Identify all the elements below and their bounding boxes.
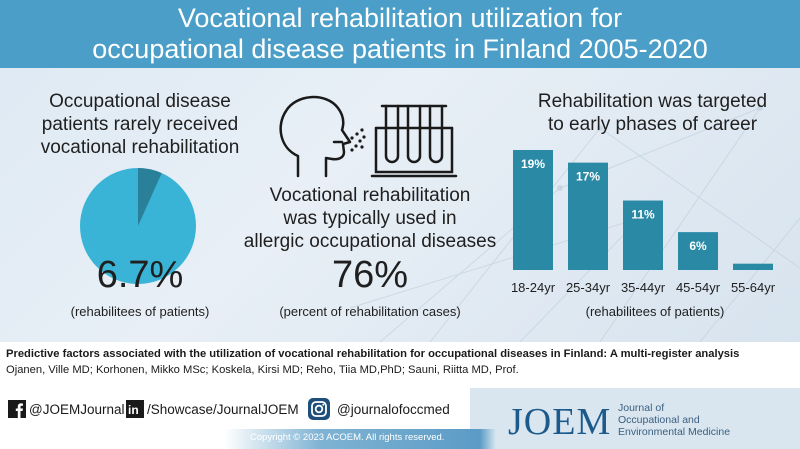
- bar-value-label: 11%: [631, 208, 655, 222]
- x-tick-label: 35-44yr: [621, 280, 666, 295]
- bar-value-label: 17%: [576, 170, 600, 184]
- bar-35-44yr: [623, 200, 663, 270]
- face-breathing-icon: [279, 95, 352, 178]
- instagram-link[interactable]: @journalofoccmed: [308, 398, 450, 420]
- middle-title-line-1: Vocational rehabilitation: [269, 185, 471, 206]
- bar-18-24yr: [513, 150, 553, 270]
- bar-45-54yr: [678, 232, 718, 270]
- citation-block: Predictive factors associated with the u…: [6, 346, 796, 378]
- joem-logo-subtitle: Journal of Occupational and Environmenta…: [618, 402, 730, 438]
- copyright-text: Copyright © 2023 ACOEM. All rights reser…: [250, 432, 445, 443]
- page-title-line1: Vocational rehabilitation utilization fo…: [177, 3, 623, 33]
- left-title-line-2: patients rarely received: [41, 114, 239, 135]
- svg-text:in: in: [128, 403, 139, 417]
- linkedin-icon: in: [126, 400, 144, 418]
- left-stat-value: 6.7%: [96, 254, 184, 296]
- header-banner: Vocational rehabilitation utilization fo…: [0, 0, 800, 68]
- right-title-line-2: to early phases of career: [547, 114, 758, 135]
- pie-chart: [80, 168, 196, 284]
- bar-25-34yr: [568, 162, 608, 270]
- pie-rehabilitated-slice: [138, 168, 162, 226]
- right-title-line-1: Rehabilitation was targeted: [537, 91, 768, 112]
- x-tick-label: 55-64yr: [731, 280, 776, 295]
- right-panel-title: Rehabilitation was targeted to early pha…: [520, 90, 785, 136]
- middle-stat-caption: (percent of rehabilitation cases): [279, 304, 461, 319]
- breath-dots-icon: [350, 128, 366, 152]
- right-chart-caption: (rehabilitees of patients): [585, 304, 725, 319]
- middle-panel-title: Vocational rehabilitation was typically …: [235, 184, 505, 253]
- instagram-icon: [308, 398, 330, 420]
- copyright-band: [0, 429, 800, 449]
- logo-sub-line-3: Environmental Medicine: [618, 426, 731, 438]
- x-tick-label: 25-34yr: [566, 280, 611, 295]
- middle-stat-value: 76%: [331, 254, 409, 296]
- middle-title-line-2: was typically used in: [283, 208, 457, 229]
- facebook-handle: @JOEMJournal: [29, 401, 125, 417]
- linkedin-handle: /Showcase/JournalJOEM: [147, 401, 299, 417]
- citation-title: Predictive factors associated with the u…: [6, 348, 740, 360]
- left-title-line-3: vocational rehabilitation: [40, 137, 240, 158]
- bar-chart: 19% 18-24yr 17% 25-34yr 11% 35-44yr 6% 45-54yr 5…: [511, 150, 776, 295]
- instagram-handle: @journalofoccmed: [337, 401, 450, 417]
- page-title-line2: occupational disease patients in Finland…: [92, 34, 708, 64]
- linkedin-link[interactable]: in /Showcase/JournalJOEM: [126, 400, 299, 418]
- bar-value-label: 6%: [689, 239, 707, 253]
- logo-sub-line-1: Journal of: [618, 402, 665, 414]
- facebook-icon: [8, 400, 26, 418]
- bar-value-label: 19%: [521, 157, 545, 171]
- middle-title-line-3: allergic occupational diseases: [243, 231, 497, 252]
- icons-group: [279, 95, 458, 178]
- citation-authors: Ojanen, Ville MD; Korhonen, Mikko MSc; K…: [6, 364, 519, 376]
- x-tick-label: 18-24yr: [511, 280, 556, 295]
- facebook-link[interactable]: @JOEMJournal: [8, 400, 124, 418]
- bar-55-64yr: [733, 263, 773, 270]
- test-tubes-icon: [370, 104, 458, 178]
- infographic-panel: Occupational disease patients rarely rec…: [0, 68, 800, 342]
- x-tick-label: 45-54yr: [676, 280, 721, 295]
- joem-logo: JOEM: [508, 401, 612, 443]
- left-stat-caption: (rehabilitees of patients): [70, 304, 210, 319]
- logo-sub-line-2: Occupational and: [618, 414, 700, 426]
- left-title-line-1: Occupational disease: [49, 91, 231, 112]
- left-panel-title: Occupational disease patients rarely rec…: [20, 90, 260, 159]
